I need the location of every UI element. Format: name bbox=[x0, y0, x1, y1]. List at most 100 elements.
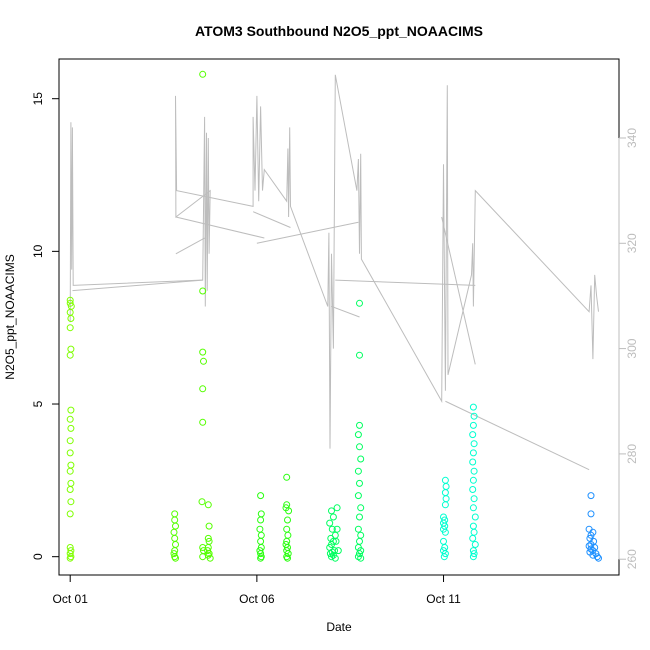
y-tick-label: 0 bbox=[31, 553, 45, 560]
data-point bbox=[470, 467, 478, 475]
y-tick-label: 15 bbox=[31, 92, 45, 106]
data-point bbox=[285, 507, 293, 515]
data-point bbox=[170, 550, 178, 558]
overlay-segment bbox=[72, 279, 203, 292]
data-point bbox=[470, 550, 478, 558]
data-point bbox=[67, 461, 75, 469]
data-point bbox=[441, 489, 449, 497]
data-point bbox=[587, 510, 595, 518]
data-point bbox=[470, 528, 478, 536]
data-point bbox=[356, 421, 363, 429]
data-point bbox=[334, 547, 342, 555]
data-point bbox=[283, 525, 291, 533]
data-point bbox=[356, 550, 363, 558]
y-axis-label: N2O5_ppt_NOAACIMS bbox=[3, 254, 17, 379]
data-point bbox=[328, 553, 335, 561]
data-point bbox=[356, 513, 363, 521]
data-point bbox=[257, 537, 265, 545]
data-point bbox=[593, 553, 601, 561]
data-point bbox=[469, 421, 477, 429]
overlay-segment bbox=[256, 221, 359, 244]
data-point bbox=[66, 467, 74, 475]
data-point bbox=[470, 412, 478, 420]
data-point bbox=[66, 299, 74, 307]
data-point bbox=[67, 479, 75, 487]
data-point bbox=[199, 418, 207, 426]
y2-tick-label: 340 bbox=[625, 128, 639, 148]
overlay-segment bbox=[441, 216, 476, 365]
data-point bbox=[329, 513, 337, 521]
overlay-line-layer bbox=[69, 74, 599, 471]
data-point bbox=[469, 534, 477, 542]
data-point bbox=[67, 498, 75, 506]
data-point bbox=[441, 476, 449, 484]
data-point bbox=[331, 554, 339, 562]
y2-tick-label: 320 bbox=[625, 233, 639, 253]
data-point bbox=[470, 495, 478, 503]
data-point bbox=[471, 513, 479, 521]
data-point bbox=[356, 299, 363, 307]
data-point bbox=[204, 501, 212, 509]
data-point bbox=[283, 473, 291, 481]
data-point bbox=[66, 554, 74, 562]
data-point bbox=[354, 467, 362, 475]
data-point bbox=[471, 541, 479, 548]
data-point bbox=[587, 531, 595, 539]
data-point bbox=[356, 537, 363, 545]
data-point bbox=[284, 516, 291, 524]
data-point bbox=[66, 437, 74, 445]
overlay-series-line bbox=[69, 74, 599, 449]
data-point bbox=[199, 553, 207, 561]
data-point bbox=[333, 525, 341, 533]
data-point bbox=[257, 554, 265, 562]
data-point bbox=[66, 510, 74, 518]
data-point bbox=[257, 510, 265, 518]
data-point bbox=[356, 351, 363, 359]
data-point bbox=[587, 492, 595, 500]
data-point bbox=[66, 486, 74, 493]
data-point bbox=[332, 537, 340, 545]
data-point bbox=[171, 516, 179, 524]
data-point bbox=[257, 492, 265, 500]
data-point bbox=[354, 525, 362, 533]
data-point bbox=[587, 545, 595, 553]
data-point bbox=[171, 534, 179, 542]
y2-tick-label: 280 bbox=[625, 444, 639, 464]
data-point bbox=[199, 348, 207, 356]
data-point bbox=[356, 443, 363, 451]
data-point bbox=[198, 498, 206, 506]
x-tick-label: Oct 06 bbox=[239, 592, 275, 606]
data-point bbox=[66, 324, 74, 332]
data-point bbox=[357, 455, 365, 463]
data-point bbox=[328, 525, 336, 533]
data-point bbox=[469, 553, 477, 561]
data-point bbox=[171, 510, 179, 518]
data-point bbox=[284, 531, 292, 539]
data-point bbox=[470, 440, 478, 448]
data-point bbox=[585, 525, 593, 533]
data-point bbox=[66, 351, 74, 359]
data-point bbox=[441, 550, 449, 558]
data-point bbox=[595, 554, 602, 562]
data-point bbox=[469, 431, 477, 439]
overlay-segment bbox=[335, 279, 476, 286]
data-point bbox=[170, 528, 178, 536]
data-point bbox=[333, 504, 341, 512]
scatter-points-layer bbox=[66, 70, 602, 562]
data-point bbox=[257, 531, 265, 539]
data-point bbox=[172, 554, 179, 562]
data-point bbox=[199, 385, 207, 393]
data-point bbox=[67, 345, 75, 353]
data-point bbox=[284, 554, 291, 562]
data-point bbox=[469, 522, 477, 530]
data-point bbox=[326, 519, 334, 527]
data-point bbox=[469, 486, 477, 493]
x-tick-label: Oct 11 bbox=[426, 592, 461, 606]
data-point bbox=[441, 528, 449, 536]
data-point bbox=[66, 415, 74, 423]
y-tick-label: 10 bbox=[31, 244, 45, 258]
data-point bbox=[67, 406, 75, 414]
overlay-segment bbox=[175, 216, 265, 239]
y2-tick-label: 260 bbox=[625, 549, 639, 569]
